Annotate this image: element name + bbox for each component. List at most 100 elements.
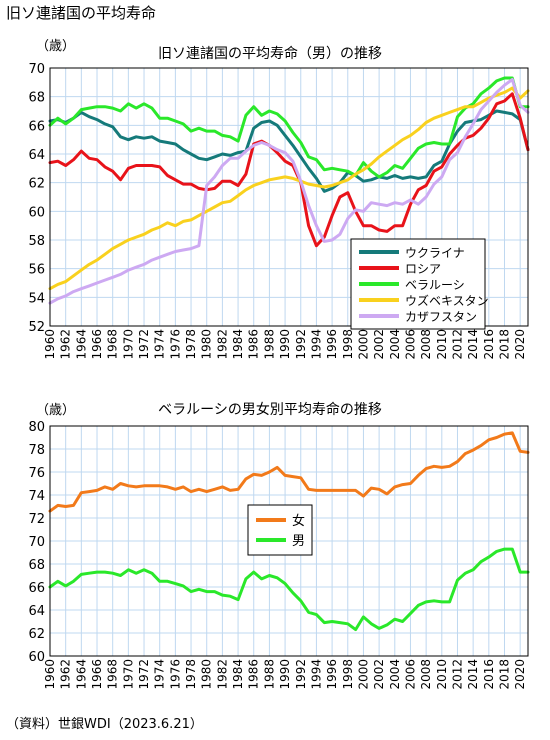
plot-frame [49,425,529,657]
x-tick-label: 2016 [482,659,496,690]
x-tick-label: 1990 [278,329,292,360]
y-tick-label: 78 [28,443,45,458]
x-tick-label: 1988 [262,329,276,360]
legend-label: 女 [292,513,305,529]
x-tick-label: 2004 [388,659,402,690]
y-tick-label: 68 [28,91,45,106]
x-tick-label: 1976 [168,659,182,690]
y-tick-label: 70 [28,535,45,550]
x-tick-label: 1998 [341,659,355,690]
y-tick-label: 72 [28,512,45,527]
x-tick-label: 2006 [403,659,417,690]
x-tick-label: 1970 [121,329,135,360]
x-tick-label: 1972 [137,659,151,690]
x-tick-label: 1996 [325,329,339,360]
x-tick-label: 1990 [278,659,292,690]
x-tick-label: 2014 [466,659,480,690]
y-tick-label: 74 [28,489,45,504]
y-tick-label: 58 [28,234,45,249]
series-line [48,547,530,632]
legend-label: 男 [292,534,305,549]
series-line [48,92,530,248]
x-tick-label: 1960 [43,659,57,690]
y-tick-label: 66 [28,581,45,596]
x-tick-label: 1970 [121,659,135,690]
x-tick-label: 1992 [294,659,308,690]
x-tick-label: 2020 [513,329,527,360]
x-tick-label: 1984 [231,659,245,690]
x-tick-label: 1966 [90,329,104,360]
x-tick-label: 1996 [325,659,339,690]
y-tick-label: 60 [28,650,45,665]
legend-label: カザフスタン [405,310,477,324]
legend-label: ウクライナ [405,246,465,260]
x-tick-label: 1976 [168,329,182,360]
x-tick-label: 1982 [215,329,229,360]
x-tick-label: 2010 [435,329,449,360]
x-tick-label: 2002 [372,329,386,360]
chart-title: ベラルーシの男女別平均寿命の推移 [158,401,382,418]
x-tick-label: 1980 [200,329,214,360]
x-tick-label: 2018 [497,659,511,690]
x-tick-label: 1980 [200,659,214,690]
x-tick-label: 1968 [106,659,120,690]
x-tick-label: 1974 [153,329,167,360]
y-tick-label: 54 [28,291,45,306]
x-tick-label: 1984 [231,329,245,360]
x-tick-label: 1974 [153,659,167,690]
source-note: （資料）世銀WDI（2023.6.21） [6,717,203,732]
series-line [48,109,530,193]
legend-label: ウズベキスタン [405,293,489,308]
series-line [48,431,530,513]
y-tick-label: 64 [28,148,45,163]
x-tick-label: 1968 [106,329,120,360]
y-tick-label: 80 [28,420,45,435]
x-tick-label: 1978 [184,329,198,360]
x-tick-label: 1986 [247,329,261,360]
x-tick-label: 1972 [137,329,151,360]
x-tick-label: 2002 [372,659,386,690]
x-tick-label: 2000 [356,329,370,360]
x-tick-label: 2014 [466,329,480,360]
plot-frame [49,67,529,327]
y-tick-label: 56 [28,263,45,278]
x-tick-label: 2000 [356,659,370,690]
x-tick-label: 2020 [513,659,527,690]
x-tick-label: 1966 [90,659,104,690]
x-tick-label: 1994 [309,659,323,690]
y-tick-label: 64 [28,604,45,619]
y-tick-label: 66 [28,119,45,134]
x-tick-label: 2018 [497,329,511,360]
x-tick-label: 2008 [419,329,433,360]
page-title: 旧ソ連諸国の平均寿命 [6,4,157,22]
x-tick-label: 1964 [74,659,88,690]
x-tick-label: 1998 [341,329,355,360]
y-tick-label: 62 [28,177,45,192]
legend-box [247,504,313,556]
x-tick-label: 1964 [74,329,88,360]
x-tick-label: 1982 [215,659,229,690]
y-axis-label: （歳） [36,39,75,54]
x-tick-label: 1986 [247,659,261,690]
y-tick-label: 52 [28,320,45,335]
x-tick-label: 2012 [450,329,464,360]
x-tick-label: 2016 [482,329,496,360]
y-axis-label: （歳） [36,403,75,418]
legend-label: ロシア [405,262,441,276]
x-tick-label: 1988 [262,659,276,690]
y-tick-label: 60 [28,205,45,220]
x-tick-label: 1994 [309,329,323,360]
x-tick-label: 2004 [388,329,402,360]
series-line [48,86,530,291]
x-tick-label: 2012 [450,659,464,690]
x-tick-label: 1962 [59,659,73,690]
legend-label: ベラルーシ [405,278,465,292]
x-tick-label: 1992 [294,329,308,360]
chart-title: 旧ソ連諸国の平均寿命（男）の推移 [158,45,382,62]
series-line [48,76,530,179]
x-tick-label: 2006 [403,329,417,360]
y-tick-label: 62 [28,627,45,642]
x-tick-label: 1962 [59,329,73,360]
